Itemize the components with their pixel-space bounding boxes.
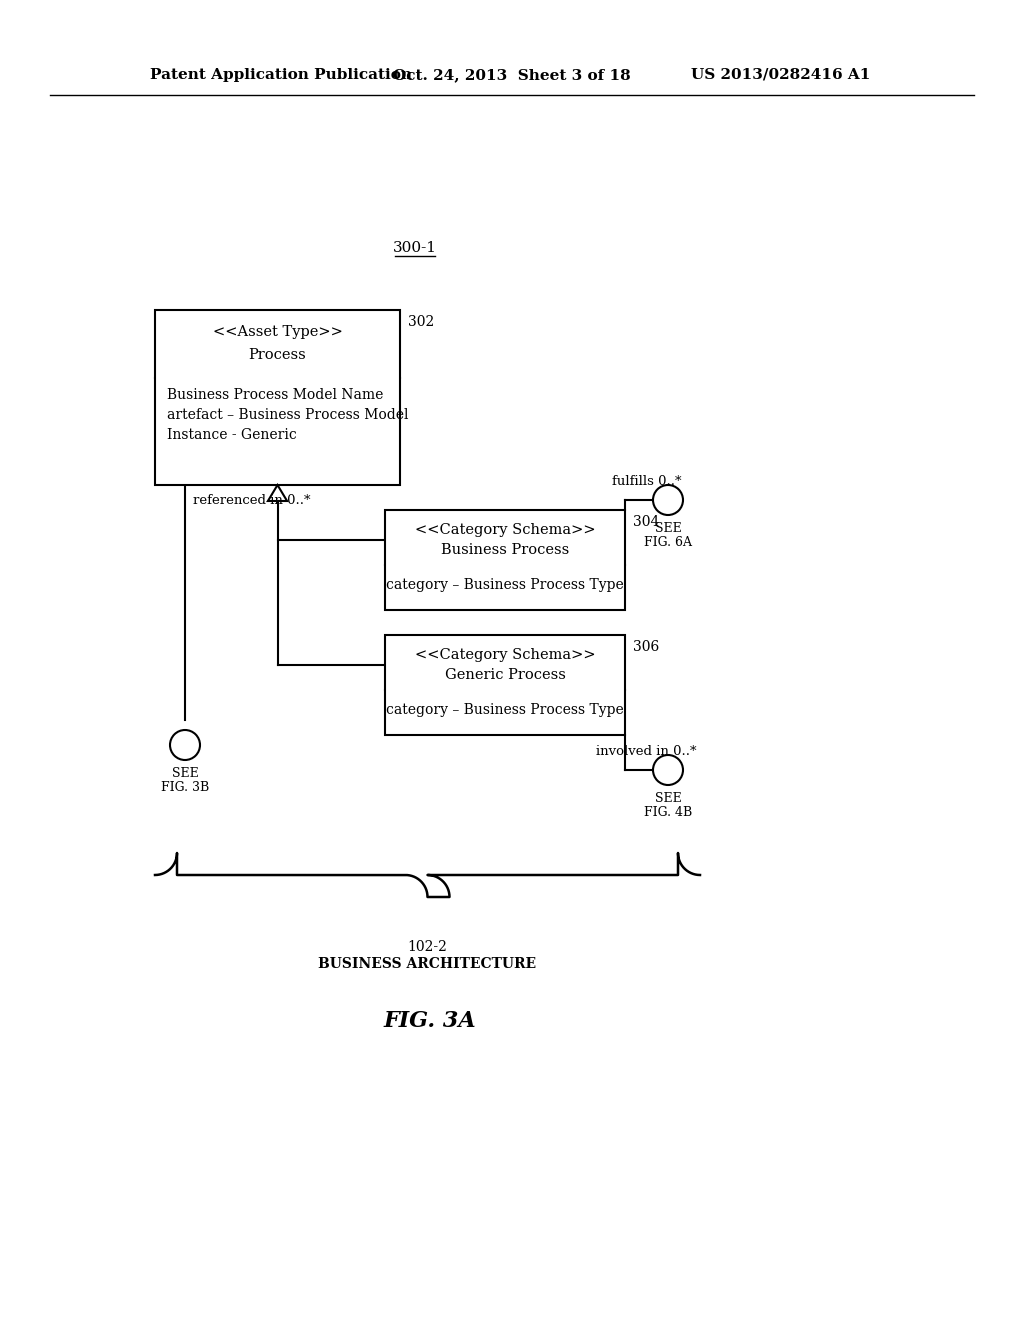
- Text: 302: 302: [408, 315, 434, 329]
- Text: Patent Application Publication: Patent Application Publication: [150, 69, 412, 82]
- Text: <<Category Schema>>: <<Category Schema>>: [415, 648, 595, 663]
- Text: Process: Process: [249, 348, 306, 362]
- Circle shape: [170, 730, 200, 760]
- Text: F: F: [664, 763, 673, 777]
- Bar: [385, 510, 625, 610]
- Text: D: D: [179, 738, 190, 752]
- Circle shape: [653, 484, 683, 515]
- Text: fulfills 0..*: fulfills 0..*: [611, 475, 681, 488]
- Text: 306: 306: [633, 640, 659, 653]
- Text: SEE: SEE: [654, 792, 681, 805]
- Text: <<Category Schema>>: <<Category Schema>>: [415, 523, 595, 537]
- Text: SEE: SEE: [172, 767, 199, 780]
- Text: BUSINESS ARCHITECTURE: BUSINESS ARCHITECTURE: [318, 957, 537, 972]
- Text: 304: 304: [633, 515, 659, 529]
- Text: FIG. 3A: FIG. 3A: [384, 1010, 476, 1032]
- Text: FIG. 3B: FIG. 3B: [161, 781, 209, 795]
- Text: 102-2: 102-2: [408, 940, 447, 954]
- Text: 300-1: 300-1: [393, 242, 437, 255]
- Text: referenced in 0..*: referenced in 0..*: [193, 494, 310, 507]
- Text: FIG. 6A: FIG. 6A: [644, 536, 692, 549]
- Text: FIG. 4B: FIG. 4B: [644, 807, 692, 818]
- Text: involved in 0..*: involved in 0..*: [596, 744, 696, 758]
- Text: Business Process: Business Process: [441, 543, 569, 557]
- Text: Oct. 24, 2013  Sheet 3 of 18: Oct. 24, 2013 Sheet 3 of 18: [393, 69, 631, 82]
- Circle shape: [653, 755, 683, 785]
- Text: US 2013/0282416 A1: US 2013/0282416 A1: [690, 69, 870, 82]
- Text: Instance - Generic: Instance - Generic: [167, 428, 297, 442]
- Text: SEE: SEE: [654, 521, 681, 535]
- Text: artefact – Business Process Model: artefact – Business Process Model: [167, 408, 409, 422]
- Text: Generic Process: Generic Process: [444, 668, 565, 682]
- Text: E: E: [663, 492, 673, 507]
- Text: category – Business Process Type: category – Business Process Type: [386, 704, 624, 717]
- Bar: [385, 635, 625, 735]
- Text: Business Process Model Name: Business Process Model Name: [167, 388, 383, 403]
- Text: category – Business Process Type: category – Business Process Type: [386, 578, 624, 591]
- Bar: [155, 310, 400, 484]
- Text: <<Asset Type>>: <<Asset Type>>: [213, 325, 342, 339]
